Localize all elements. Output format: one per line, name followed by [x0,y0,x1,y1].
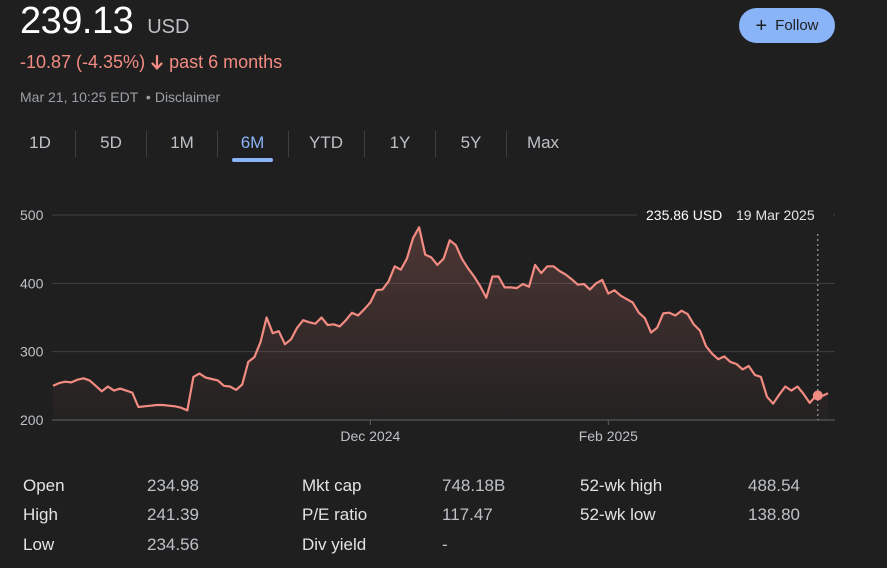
tooltip-price: 235.86 USD [646,207,722,223]
price-tooltip: 235.86 USD 19 Mar 2025 [637,203,833,227]
stat-mktcap-value: 748.18B [442,476,506,495]
stat-open-label: Open [23,476,65,495]
tab-divider [506,131,507,157]
price-change: -10.87 (-4.35%) [20,52,146,72]
stat-low-value: 234.56 [147,535,199,554]
stat-pe-label: P/E ratio [302,505,368,524]
tab-1d[interactable]: 1D [29,133,51,152]
separator: • [145,89,151,105]
tab-divider [146,131,147,157]
y-tick-label: 300 [20,344,44,360]
stat-52wk-high-value: 488.54 [748,476,800,495]
stat-high-value: 241.39 [147,505,199,524]
price-line [52,226,829,412]
tab-1m[interactable]: 1M [170,133,194,152]
y-tick-label: 200 [20,412,44,428]
price-area-fill [53,227,828,420]
tab-5d[interactable]: 5D [100,133,122,152]
range-tabs: 1D 5D 1M 6M YTD 1Y 5Y Max [0,125,887,163]
stat-52wk-low-value: 138.80 [748,505,800,524]
tab-divider [217,131,218,157]
follow-button[interactable]: + Follow [739,8,835,43]
key-stats: Open 234.98 High 241.39 Low 234.56 Mkt c… [0,470,887,568]
x-tick-label: Feb 2025 [579,428,638,444]
price-change-row: -10.87 (-4.35%) past 6 months [20,52,282,73]
quote-meta: Mar 21, 10:25 EDT • Disclaimer [20,89,220,105]
tooltip-date: 19 Mar 2025 [736,207,815,223]
stat-divyield-label: Div yield [302,535,367,554]
tab-5y[interactable]: 5Y [460,133,482,152]
price-chart[interactable]: 200 300 400 500 Dec 2024 Feb 2025 235.86 USD… [0,190,887,460]
hover-point [812,390,823,401]
tab-divider [288,131,289,157]
stat-pe-value: 117.47 [442,505,493,524]
disclaimer-link[interactable]: Disclaimer [154,89,221,105]
tab-ytd[interactable]: YTD [309,133,343,152]
stat-open-value: 234.98 [147,476,199,495]
tab-1y[interactable]: 1Y [389,133,411,152]
tab-divider [435,131,436,157]
change-period: past 6 months [169,52,283,72]
x-axis: Dec 2024 Feb 2025 [340,420,638,444]
follow-label: Follow [775,17,819,34]
arrow-down-icon [151,54,163,70]
y-tick-label: 500 [20,207,44,223]
stat-mktcap-label: Mkt cap [302,476,362,495]
currency-label: USD [147,16,190,38]
price-row: 239.13 USD [20,0,189,43]
plus-icon: + [755,14,768,37]
stat-high-label: High [23,505,58,524]
y-tick-label: 400 [20,275,44,291]
tab-divider [75,131,76,157]
y-axis-labels: 200 300 400 500 [20,207,44,428]
stat-52wk-low-label: 52-wk low [580,505,656,524]
tab-6m[interactable]: 6M [232,125,273,162]
stat-low-label: Low [23,535,55,554]
stat-52wk-high-label: 52-wk high [580,476,663,495]
x-tick-label: Dec 2024 [340,428,400,444]
stat-divyield-value: - [442,535,448,554]
current-price: 239.13 [20,0,134,42]
timestamp: Mar 21, 10:25 EDT [20,89,139,105]
tab-divider [364,131,365,157]
tab-max[interactable]: Max [526,133,560,152]
